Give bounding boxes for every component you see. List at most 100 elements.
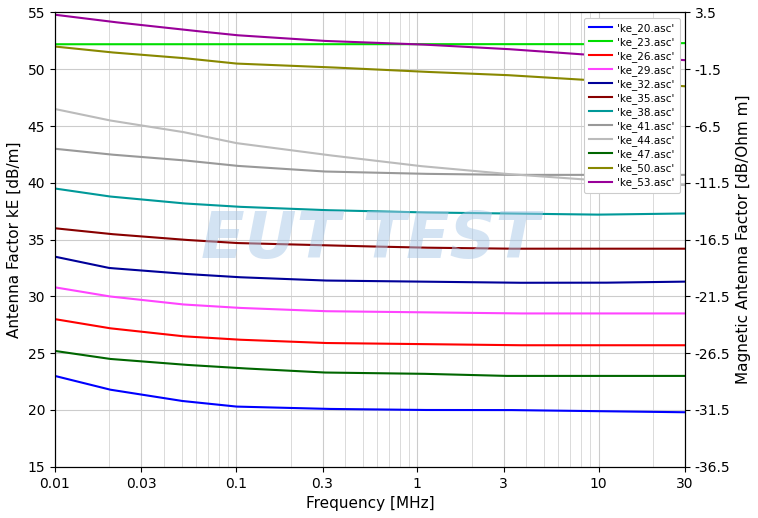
'ke_23.asc' <box>50 41 59 47</box>
'ke_35.asc' <box>50 225 59 232</box>
'ke_44.asc' <box>666 181 675 188</box>
'ke_50.asc' <box>425 69 434 75</box>
'ke_41.asc' <box>353 169 362 176</box>
'ke_38.asc' <box>391 209 400 215</box>
'ke_53.asc' <box>50 11 59 18</box>
'ke_50.asc' <box>681 83 690 90</box>
Line: 'ke_53.asc': 'ke_53.asc' <box>55 15 685 60</box>
'ke_20.asc' <box>353 406 362 412</box>
Line: 'ke_23.asc': 'ke_23.asc' <box>55 43 685 44</box>
'ke_29.asc' <box>500 310 509 316</box>
'ke_53.asc' <box>391 40 400 47</box>
'ke_23.asc' <box>353 41 362 47</box>
'ke_32.asc' <box>568 280 577 286</box>
'ke_44.asc' <box>391 160 400 166</box>
Y-axis label: Magnetic Antenna Factor [dB/Ohm m]: Magnetic Antenna Factor [dB/Ohm m] <box>736 95 751 384</box>
'ke_50.asc' <box>391 67 400 74</box>
'ke_26.asc' <box>50 316 59 322</box>
'ke_29.asc' <box>666 310 675 316</box>
Y-axis label: Antenna Factor kE [dB/m]: Antenna Factor kE [dB/m] <box>7 141 22 338</box>
'ke_50.asc' <box>666 82 675 89</box>
'ke_20.asc' <box>681 409 690 415</box>
'ke_44.asc' <box>681 182 690 188</box>
Line: 'ke_47.asc': 'ke_47.asc' <box>55 351 685 376</box>
'ke_20.asc' <box>391 407 400 413</box>
'ke_26.asc' <box>353 340 362 347</box>
'ke_26.asc' <box>425 341 434 348</box>
Line: 'ke_41.asc': 'ke_41.asc' <box>55 149 685 175</box>
Line: 'ke_35.asc': 'ke_35.asc' <box>55 228 685 249</box>
'ke_29.asc' <box>349 308 359 314</box>
'ke_23.asc' <box>681 40 690 46</box>
'ke_44.asc' <box>353 155 362 162</box>
'ke_38.asc' <box>50 185 59 192</box>
'ke_20.asc' <box>425 407 434 413</box>
Line: 'ke_26.asc': 'ke_26.asc' <box>55 319 685 345</box>
'ke_20.asc' <box>50 373 59 379</box>
'ke_35.asc' <box>681 246 690 252</box>
'ke_47.asc' <box>500 373 509 379</box>
'ke_26.asc' <box>568 342 577 348</box>
'ke_26.asc' <box>681 342 690 348</box>
'ke_50.asc' <box>349 65 359 71</box>
Line: 'ke_20.asc': 'ke_20.asc' <box>55 376 685 412</box>
'ke_47.asc' <box>666 373 675 379</box>
'ke_35.asc' <box>500 246 509 252</box>
'ke_26.asc' <box>666 342 675 348</box>
'ke_32.asc' <box>50 253 59 260</box>
'ke_50.asc' <box>50 44 59 50</box>
'ke_53.asc' <box>666 56 675 63</box>
'ke_35.asc' <box>425 244 434 251</box>
'ke_32.asc' <box>391 278 400 284</box>
'ke_35.asc' <box>349 243 359 249</box>
Line: 'ke_38.asc': 'ke_38.asc' <box>55 189 685 214</box>
'ke_41.asc' <box>50 146 59 152</box>
'ke_23.asc' <box>349 41 359 47</box>
Text: EUT TEST: EUT TEST <box>201 209 539 270</box>
'ke_23.asc' <box>567 41 576 47</box>
'ke_35.asc' <box>568 246 577 252</box>
'ke_41.asc' <box>666 172 675 178</box>
'ke_44.asc' <box>50 106 59 112</box>
'ke_35.asc' <box>666 246 675 252</box>
'ke_47.asc' <box>391 370 400 377</box>
'ke_29.asc' <box>50 284 59 291</box>
'ke_20.asc' <box>567 408 576 414</box>
'ke_47.asc' <box>425 371 434 377</box>
'ke_53.asc' <box>681 57 690 63</box>
Line: 'ke_32.asc': 'ke_32.asc' <box>55 256 685 283</box>
'ke_41.asc' <box>681 172 690 178</box>
'ke_38.asc' <box>349 208 359 214</box>
'ke_53.asc' <box>349 39 359 45</box>
'ke_23.asc' <box>425 41 434 47</box>
'ke_32.asc' <box>681 279 690 285</box>
'ke_29.asc' <box>391 309 400 315</box>
X-axis label: Frequency [MHz]: Frequency [MHz] <box>305 496 434 511</box>
'ke_41.asc' <box>568 172 577 178</box>
'ke_38.asc' <box>594 211 603 218</box>
'ke_29.asc' <box>353 309 362 315</box>
'ke_50.asc' <box>353 66 362 72</box>
'ke_26.asc' <box>349 340 359 347</box>
'ke_41.asc' <box>425 171 434 177</box>
'ke_38.asc' <box>666 210 675 217</box>
'ke_29.asc' <box>568 310 577 316</box>
Legend: 'ke_20.asc', 'ke_23.asc', 'ke_26.asc', 'ke_29.asc', 'ke_32.asc', 'ke_35.asc', 'k: 'ke_20.asc', 'ke_23.asc', 'ke_26.asc', '… <box>584 18 680 193</box>
'ke_41.asc' <box>349 169 359 175</box>
'ke_44.asc' <box>567 176 576 182</box>
'ke_38.asc' <box>681 210 690 217</box>
'ke_29.asc' <box>425 309 434 315</box>
'ke_41.asc' <box>391 170 400 176</box>
'ke_20.asc' <box>666 409 675 415</box>
'ke_50.asc' <box>567 76 576 82</box>
'ke_35.asc' <box>391 244 400 250</box>
'ke_44.asc' <box>425 164 434 170</box>
'ke_38.asc' <box>425 209 434 215</box>
'ke_26.asc' <box>500 342 509 348</box>
'ke_32.asc' <box>666 279 675 285</box>
'ke_23.asc' <box>391 41 400 47</box>
'ke_41.asc' <box>500 172 509 178</box>
'ke_35.asc' <box>353 243 362 249</box>
'ke_47.asc' <box>349 370 359 376</box>
'ke_32.asc' <box>349 278 359 284</box>
